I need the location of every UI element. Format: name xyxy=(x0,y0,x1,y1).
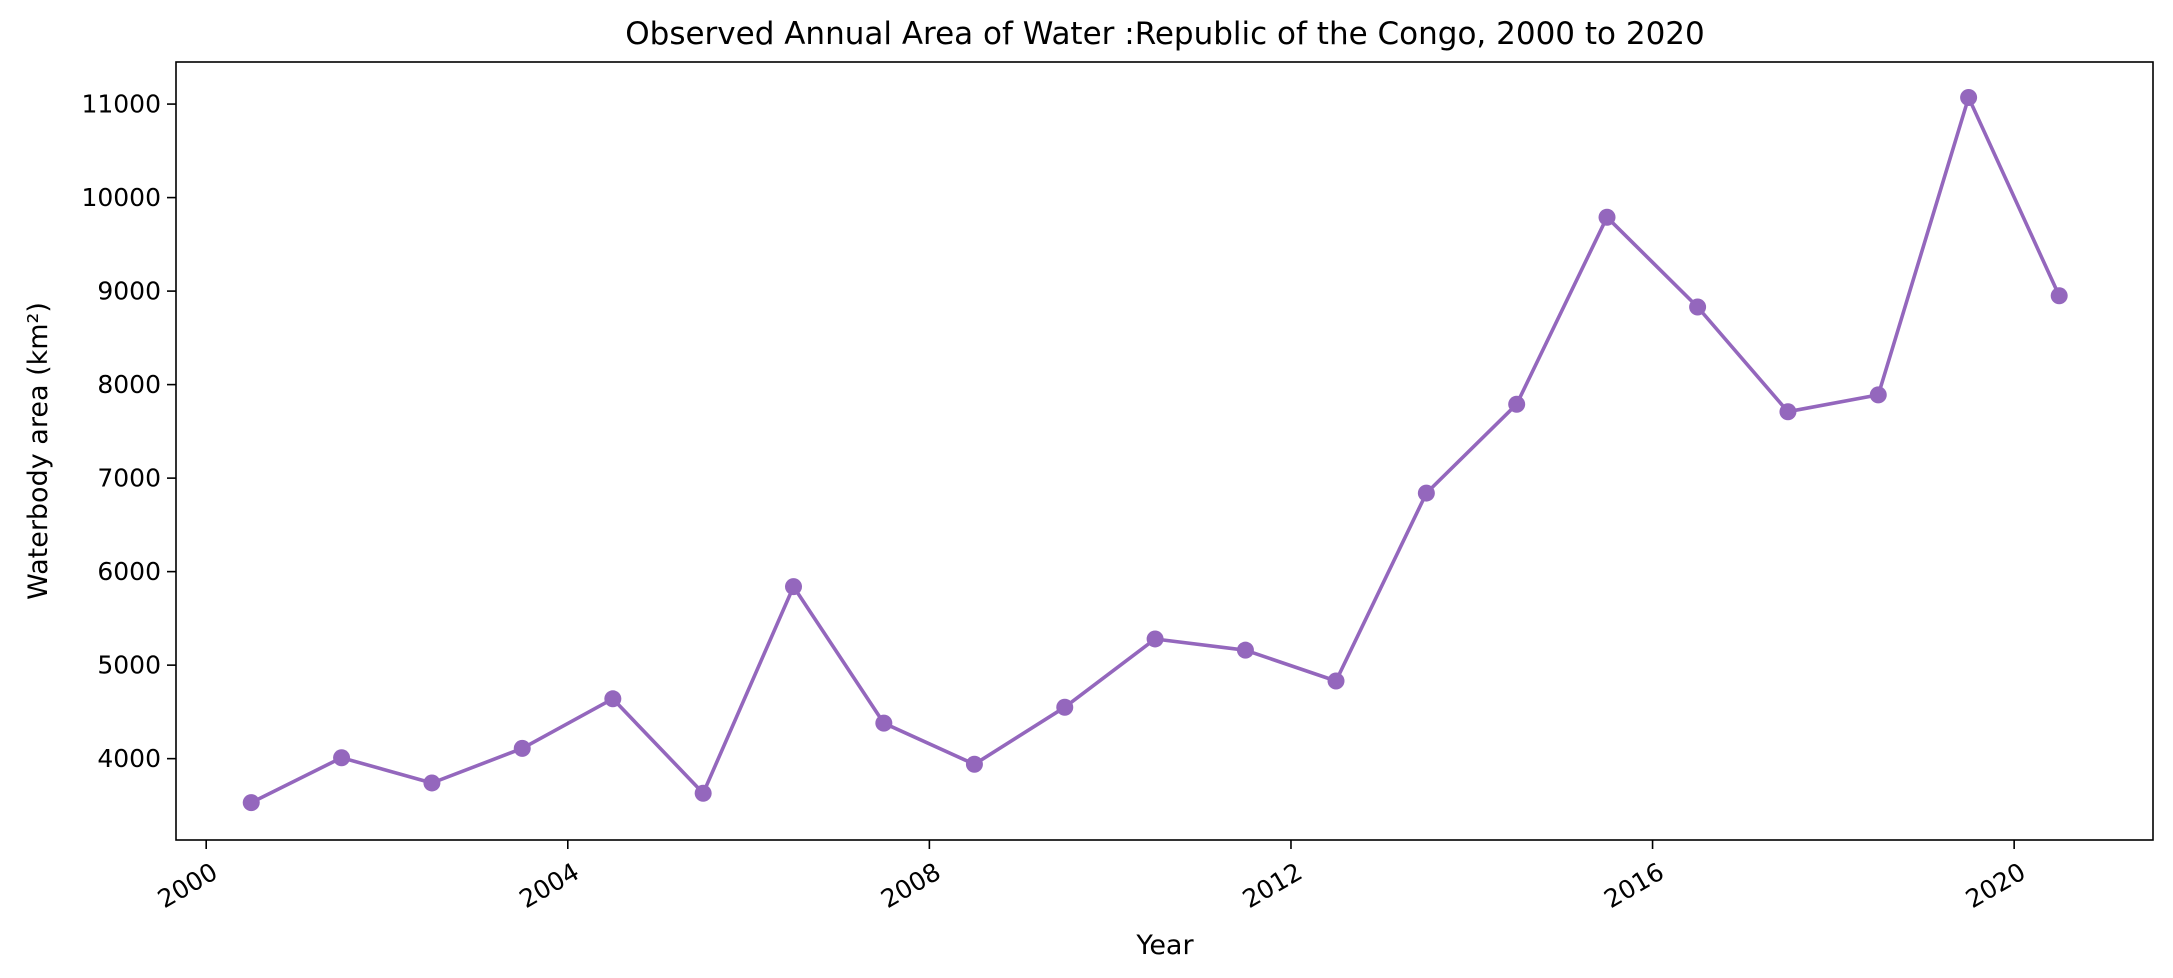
data-point xyxy=(965,755,983,773)
data-point xyxy=(1327,672,1345,690)
y-tick-label: 8000 xyxy=(97,370,161,399)
data-point xyxy=(1508,395,1526,413)
x-tick-label: 2000 xyxy=(153,857,223,914)
data-series xyxy=(242,89,2068,812)
data-point xyxy=(694,784,712,802)
x-axis-ticks: 2000 2004 2008 2012 2016 2020 xyxy=(153,840,2031,914)
y-axis-ticks: 4000 5000 6000 7000 8000 9000 10000 11000 xyxy=(81,90,176,773)
data-point xyxy=(242,794,260,812)
data-point xyxy=(875,714,893,732)
data-point xyxy=(785,578,803,596)
chart-title: Observed Annual Area of Water :Republic … xyxy=(625,16,1705,52)
data-point xyxy=(1869,386,1887,404)
y-axis-label: Waterbody area (km²) xyxy=(23,302,54,600)
plot-frame xyxy=(175,61,2154,841)
x-axis-label: Year xyxy=(1135,930,1194,961)
data-point xyxy=(1689,298,1707,316)
x-tick-label: 2008 xyxy=(876,857,946,914)
data-point xyxy=(423,774,441,792)
y-tick-label: 10000 xyxy=(81,183,161,212)
data-point xyxy=(1236,641,1254,659)
series-line xyxy=(249,95,2061,805)
y-tick-label: 7000 xyxy=(97,464,161,493)
y-tick-label: 9000 xyxy=(97,277,161,306)
data-point xyxy=(1960,89,1978,107)
data-point xyxy=(2050,287,2068,305)
y-tick-label: 4000 xyxy=(97,744,161,773)
data-point xyxy=(1598,208,1616,226)
y-tick-label: 5000 xyxy=(97,651,161,680)
data-point xyxy=(513,739,531,757)
x-tick-label: 2012 xyxy=(1238,857,1308,914)
data-point xyxy=(1146,630,1164,648)
y-tick-label: 11000 xyxy=(81,90,161,119)
data-point xyxy=(1779,403,1797,421)
x-tick-label: 2004 xyxy=(514,857,584,914)
data-point xyxy=(604,690,622,708)
data-point xyxy=(333,749,351,767)
data-point xyxy=(1417,484,1435,502)
data-point xyxy=(1056,698,1074,716)
y-tick-label: 6000 xyxy=(97,557,161,586)
x-tick-label: 2016 xyxy=(1599,857,1669,914)
x-tick-label: 2020 xyxy=(1961,857,2031,914)
